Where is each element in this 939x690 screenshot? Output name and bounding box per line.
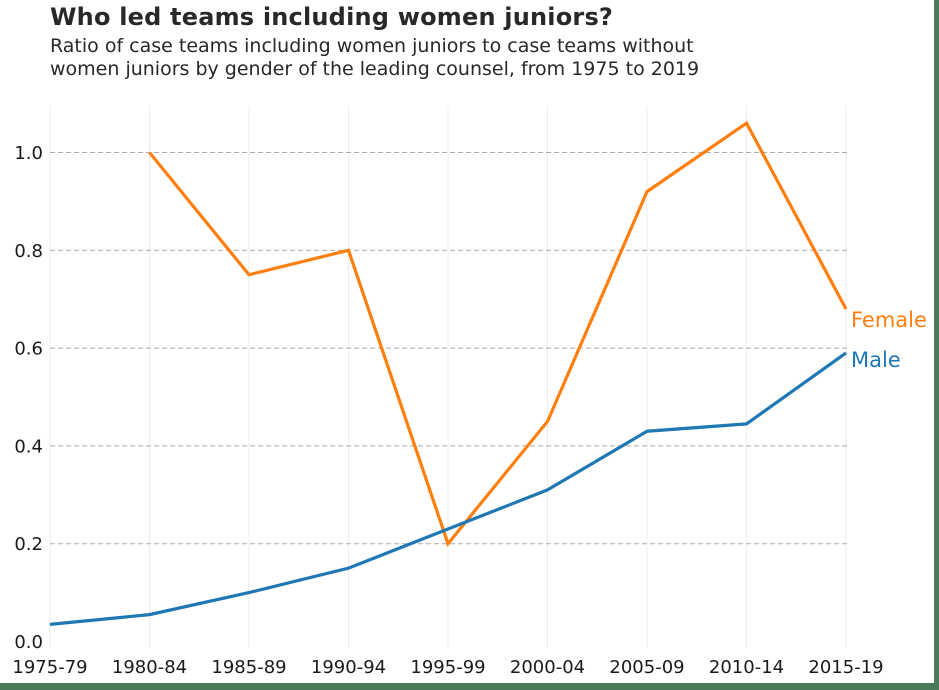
x-tick-label: 1975-79	[12, 657, 87, 678]
chart-title: Who led teams including women juniors?	[50, 3, 614, 31]
x-tick-label: 1990-94	[311, 657, 386, 678]
x-tick-label: 2010-14	[709, 657, 784, 678]
y-tick-label: 0.8	[14, 241, 43, 262]
male-series-line	[49, 351, 847, 626]
chart-subtitle-line-1: Ratio of case teams including women juni…	[50, 35, 694, 57]
chart-subtitle: Ratio of case teams including women juni…	[50, 35, 699, 81]
y-tick-label: 0.4	[14, 436, 43, 457]
y-tick-label: 0.6	[14, 339, 43, 360]
x-tick-label: 2005-09	[609, 657, 684, 678]
chart-subtitle-line-2: women juniors by gender of the leading c…	[50, 58, 700, 80]
x-tick-label: 1995-99	[410, 657, 485, 678]
x-tick-label: 2000-04	[510, 657, 585, 678]
x-tick-label: 2015-19	[808, 657, 883, 678]
female-series-label: Female	[851, 308, 927, 332]
y-tick-label: 0.0	[14, 632, 43, 653]
female-series-line	[148, 120, 848, 547]
male-series-label: Male	[851, 348, 901, 372]
x-tick-label: 1985-89	[211, 657, 286, 678]
page-border-right	[934, 0, 939, 690]
y-tick-label: 0.2	[14, 534, 43, 555]
page-border-bottom	[0, 683, 939, 690]
x-tick-label: 1980-84	[112, 657, 187, 678]
y-tick-label: 1.0	[14, 143, 43, 164]
